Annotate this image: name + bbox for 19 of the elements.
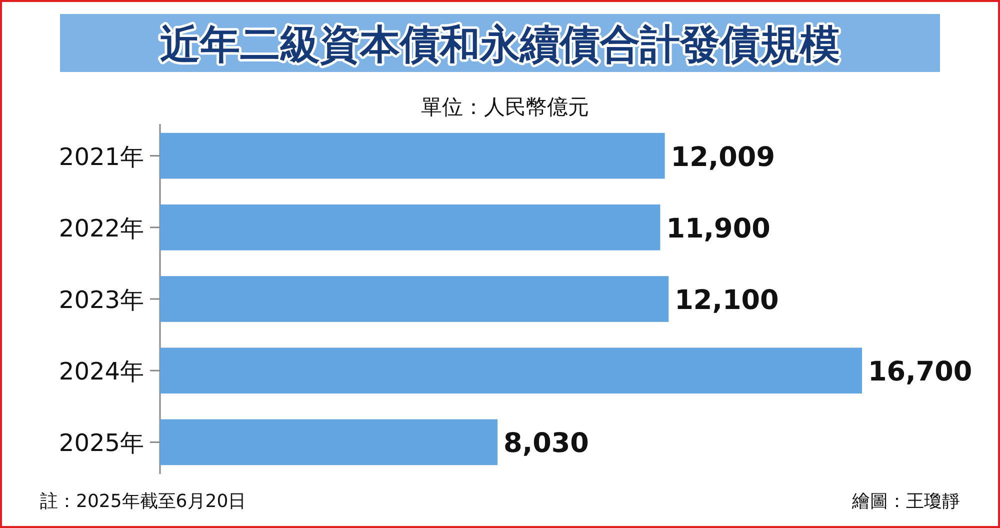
bar bbox=[160, 276, 669, 322]
bar bbox=[160, 419, 498, 466]
data-label: 16,700 bbox=[868, 356, 972, 388]
chart-subtitle: 單位：人民幣億元 bbox=[421, 95, 589, 119]
bar bbox=[160, 204, 660, 250]
data-label: 8,030 bbox=[504, 428, 589, 460]
y-tick-label: 2021年 bbox=[58, 142, 144, 171]
data-label: 12,100 bbox=[674, 285, 779, 316]
chart-title: 近年二級資本債和永續債合計發債規模 bbox=[160, 22, 840, 68]
y-tick-label: 2022年 bbox=[58, 214, 144, 242]
text: 註：2025年截至6月20日 bbox=[40, 491, 246, 512]
y-tick-label: 2023年 bbox=[58, 286, 144, 314]
y-tick-label: 2024年 bbox=[58, 358, 144, 386]
bar bbox=[160, 132, 665, 179]
y-tick-label: 2025年 bbox=[58, 429, 144, 458]
data-label: 12,009 bbox=[670, 142, 776, 173]
data-label: 11,900 bbox=[666, 213, 770, 244]
bar bbox=[160, 348, 862, 394]
text: 繪圖：王瓊靜 bbox=[851, 491, 960, 512]
